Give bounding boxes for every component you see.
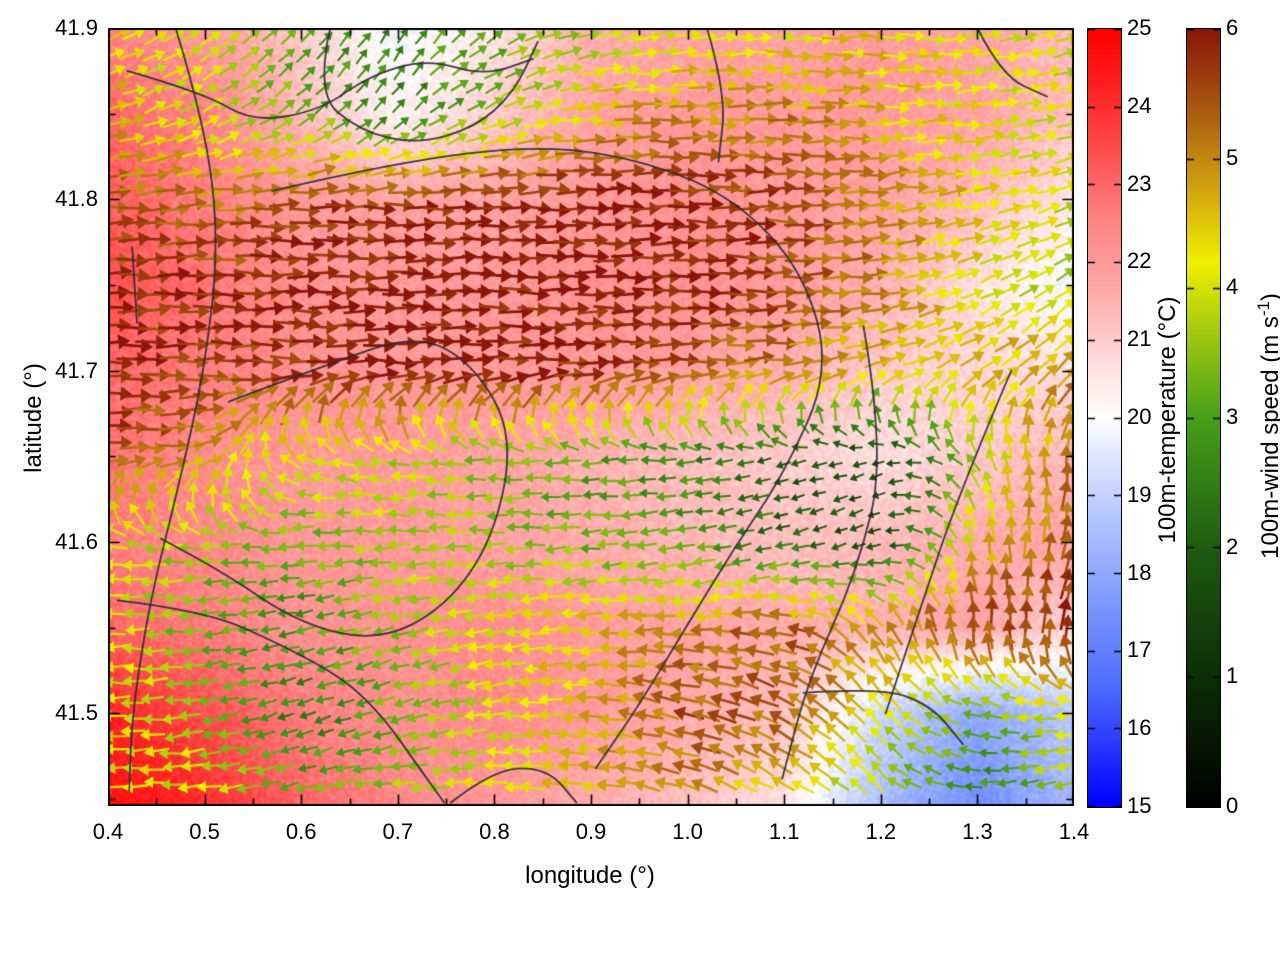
wind-cb-tick-label: 3 [1226, 404, 1239, 429]
temperature-cb-tick-label: 20 [1127, 404, 1152, 429]
wind-cb-tick-label: 2 [1226, 533, 1239, 559]
x-tick-label: 1.0 [672, 819, 703, 844]
wind-cb-tick-label: 4 [1226, 274, 1239, 300]
wind-colorbar-title: 100m-wind speed (m s-1) [1250, 226, 1280, 626]
temperature-cb-tick-label: 24 [1127, 92, 1152, 118]
wind-cb-tick-label: 0 [1226, 793, 1239, 818]
x-tick-label: 0.5 [189, 819, 220, 844]
x-tick-label: 0.4 [92, 819, 124, 844]
wind-cb-tick-label: 1 [1226, 663, 1239, 689]
x-tick-label: 0.7 [382, 819, 414, 844]
x-tick-label: 0.8 [479, 819, 510, 844]
y-tick-label: 41.6 [55, 529, 98, 555]
y-tick-label: 41.9 [55, 15, 98, 40]
temperature-cb-tick-label: 21 [1127, 326, 1152, 352]
temperature-colorbar [1087, 28, 1122, 808]
wind-colorbar-title-post: ) [1257, 293, 1280, 301]
temperature-cb-tick-label: 23 [1127, 170, 1152, 196]
wind-cb-tick-label: 6 [1226, 15, 1239, 40]
wind-colorbar-title-pre: 100m-wind speed (m s [1257, 316, 1280, 559]
temperature-cb-tick-label: 25 [1127, 15, 1152, 40]
temperature-cb-tick-label: 15 [1127, 793, 1152, 818]
x-tick-label: 1.2 [865, 819, 897, 844]
x-tick-label: 1.1 [768, 819, 800, 844]
temperature-cb-tick-label: 19 [1127, 481, 1152, 507]
x-tick-label: 0.6 [285, 819, 317, 844]
temperature-colorbar-title: 100m-temperature (°C) [1154, 296, 1181, 544]
y-tick-label: 41.7 [55, 357, 98, 383]
x-tick-label: 0.9 [575, 819, 607, 844]
temperature-cb-tick-label: 16 [1127, 715, 1152, 741]
x-tick-label: 1.3 [962, 819, 993, 844]
x-axis-title: longitude (°) [525, 862, 655, 889]
temperature-cb-tick-label: 22 [1127, 248, 1152, 274]
wind-cb-tick-label: 5 [1226, 144, 1239, 170]
temperature-cb-tick-label: 18 [1127, 559, 1152, 585]
map-plot-canvas [108, 28, 1074, 806]
wind-colorbar-title-sup: -1 [1254, 301, 1273, 317]
x-tick-label: 1.4 [1058, 819, 1090, 844]
y-tick-label: 41.8 [55, 186, 98, 212]
y-axis-title: latitude (°) [20, 363, 47, 473]
y-tick-label: 41.5 [55, 700, 98, 726]
wind-colorbar [1186, 28, 1221, 808]
temperature-cb-tick-label: 17 [1127, 637, 1152, 663]
